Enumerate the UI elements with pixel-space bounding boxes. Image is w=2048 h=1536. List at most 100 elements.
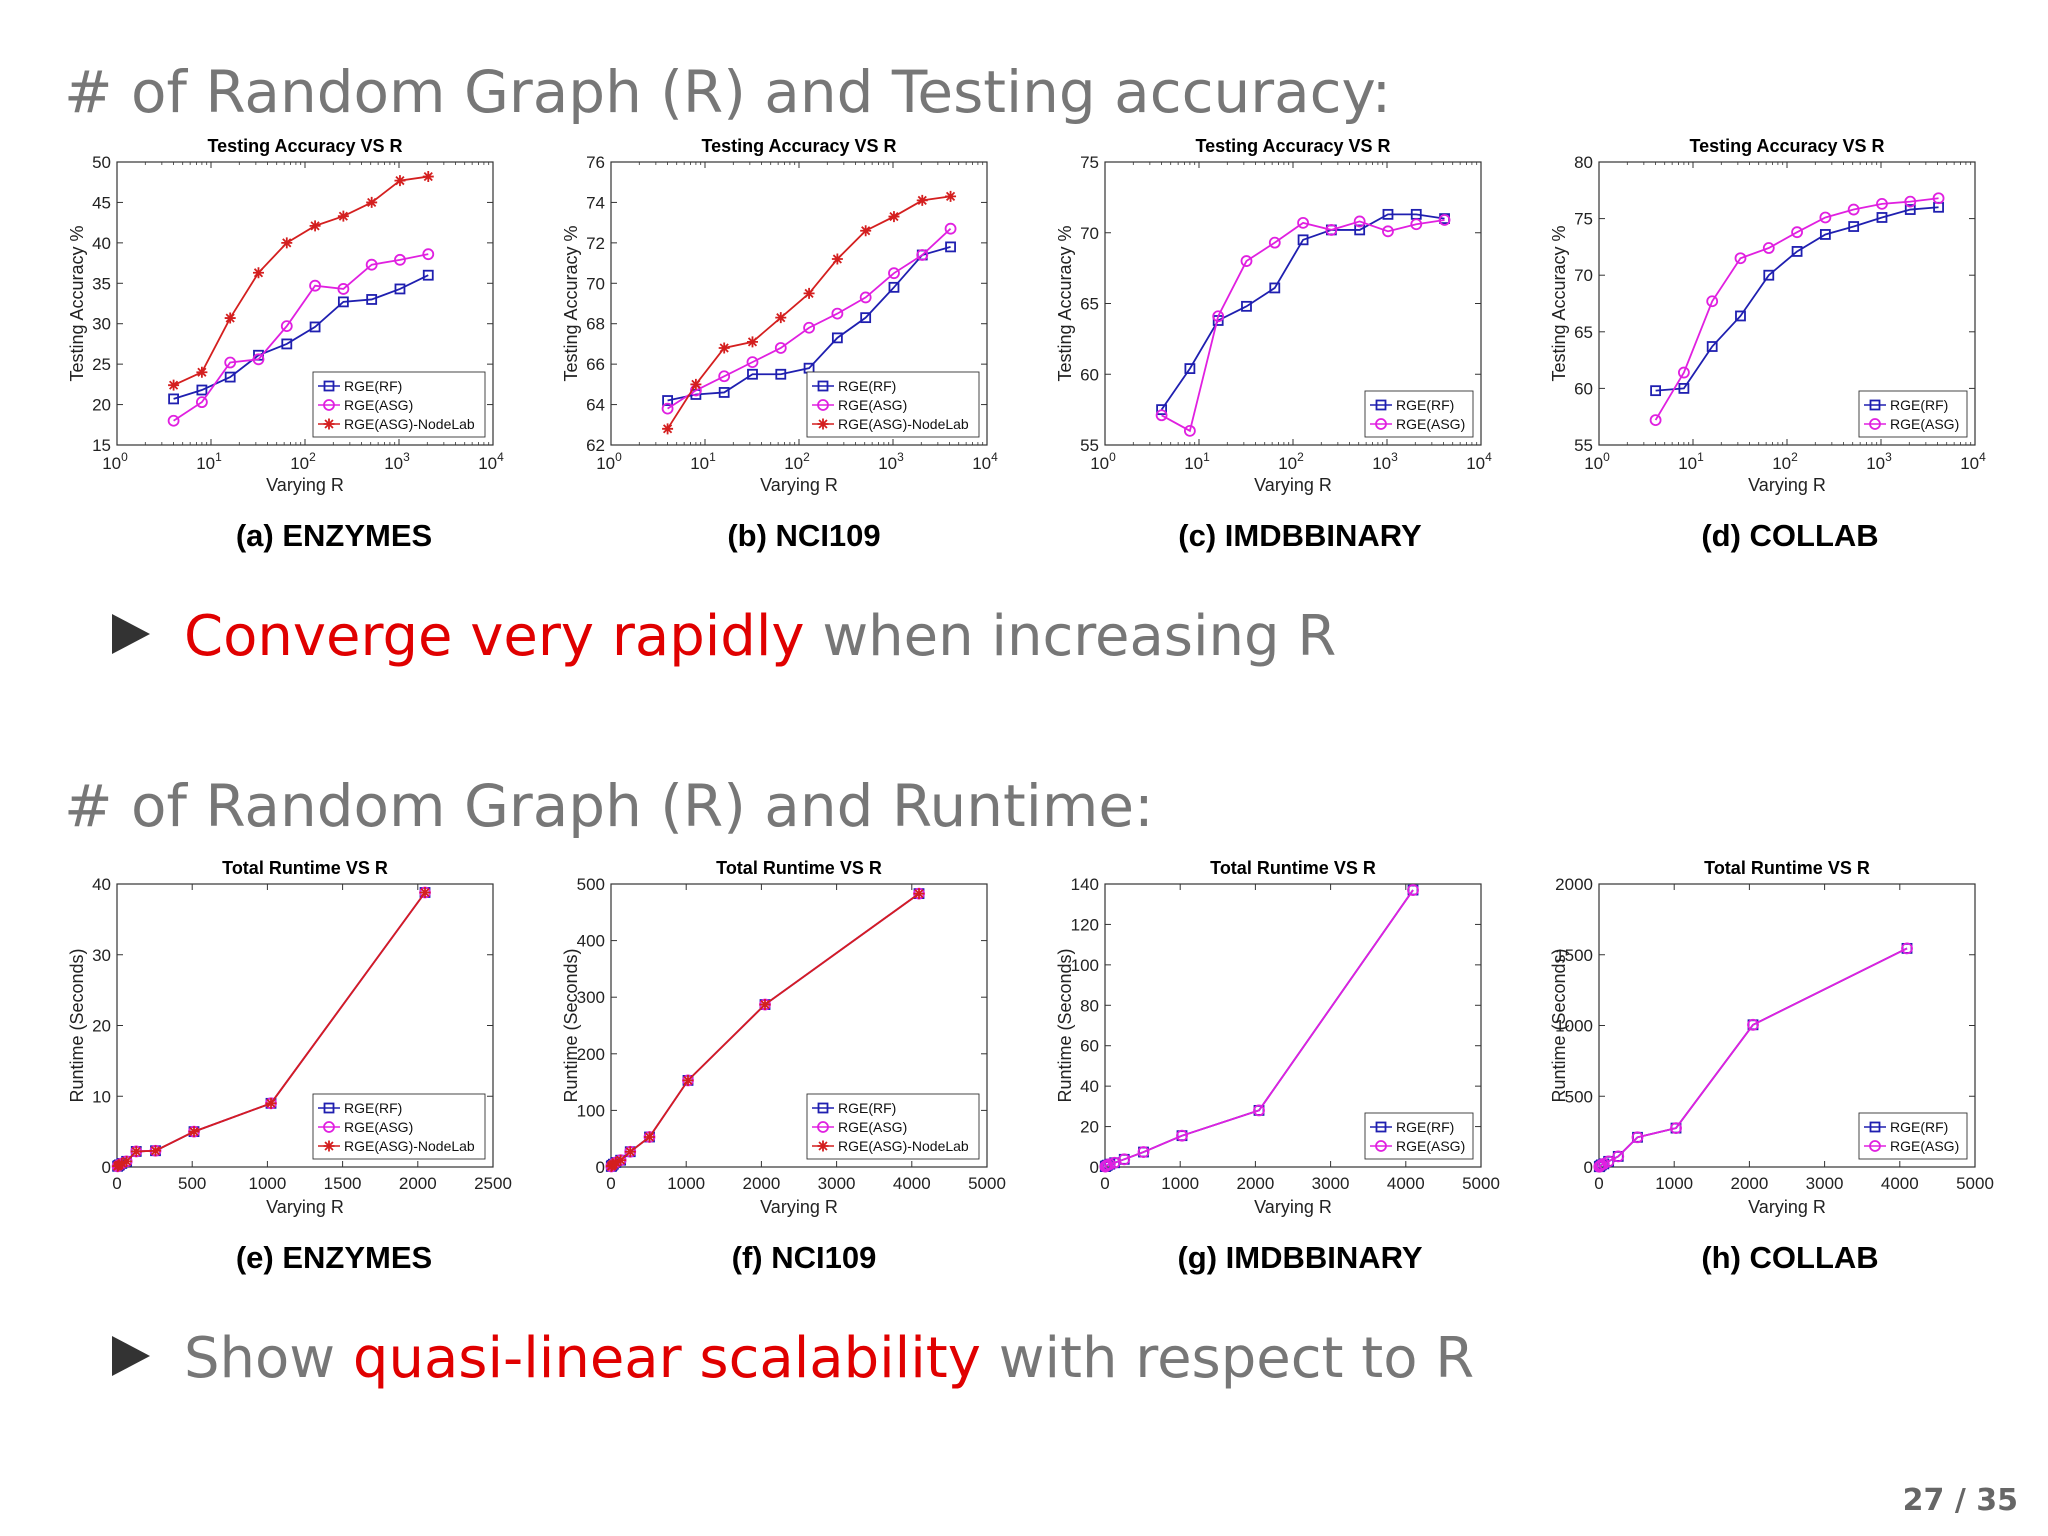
legend-marker (817, 1102, 829, 1114)
data-point (1183, 424, 1196, 437)
data-point (1677, 366, 1690, 379)
data-point (1791, 246, 1803, 257)
data-point (116, 1157, 128, 1169)
caption-c: (c) IMDBBINARY (1178, 518, 1422, 553)
x-tick-label: 104 (1466, 450, 1492, 473)
y-tick-label: 20 (92, 396, 111, 415)
bullet-triangle-icon (112, 613, 150, 654)
y-tick-label: 0 (1584, 1158, 1593, 1177)
data-point (1819, 229, 1831, 240)
data-point (944, 222, 957, 235)
y-tick-label: 60 (1080, 1037, 1099, 1056)
data-point (916, 194, 928, 206)
x-tick-label: 1000 (248, 1174, 286, 1193)
x-tick-label: 2000 (742, 1174, 780, 1193)
y-tick-label: 400 (577, 932, 605, 951)
y-tick-label: 75 (1574, 210, 1593, 229)
data-point (1241, 300, 1252, 312)
x-tick-label: 4000 (1387, 1174, 1425, 1193)
legend-marker (817, 418, 829, 430)
legend-marker (1869, 399, 1881, 411)
caption-g: (g) IMDBBINARY (1177, 1240, 1423, 1275)
data-point (662, 423, 674, 435)
y-tick-label: 15 (92, 436, 111, 455)
legend-label: RGE(ASG) (838, 1119, 907, 1135)
data-point (759, 999, 771, 1011)
x-tick-label: 3000 (1312, 1174, 1350, 1193)
y-tick-label: 80 (1080, 996, 1099, 1015)
caption-b: (b) NCI109 (727, 518, 881, 553)
bullet-scalability: Show quasi-linear scalability with respe… (112, 1326, 1474, 1391)
caption-d: (d) COLLAB (1701, 518, 1879, 553)
data-point (196, 366, 208, 378)
y-tick-label: 1000 (1555, 1017, 1593, 1036)
data-point (1184, 363, 1196, 374)
y-tick-label: 140 (1071, 875, 1099, 894)
bullet-text: Show (184, 1326, 353, 1391)
y-tick-label: 100 (577, 1101, 605, 1120)
series-line (667, 228, 952, 410)
data-point (281, 338, 293, 350)
chart-title: Total Runtime VS R (1704, 858, 1870, 878)
data-point (168, 393, 179, 405)
x-tick-label: 103 (1372, 450, 1398, 473)
y-tick-label: 60 (1574, 379, 1593, 398)
data-point (831, 332, 843, 344)
data-point (747, 368, 758, 380)
data-point (1410, 218, 1423, 231)
data-point (1901, 942, 1913, 955)
x-tick-label: 100 (1584, 450, 1610, 473)
y-tick-label: 64 (586, 396, 605, 415)
legend-marker (1375, 399, 1387, 411)
series-line (173, 175, 429, 386)
x-tick-label: 0 (1594, 1174, 1603, 1193)
data-point (252, 267, 264, 279)
legend-marker (323, 1102, 335, 1114)
x-tick-label: 101 (1678, 450, 1704, 473)
y-tick-label: 30 (92, 315, 111, 334)
data-point (746, 356, 759, 369)
legend-marker (1869, 418, 1881, 430)
x-axis-label: Varying R (760, 1197, 838, 1217)
x-tick-label: 102 (784, 450, 810, 473)
y-tick-label: 120 (1071, 915, 1099, 934)
data-point (945, 190, 957, 202)
data-point (831, 253, 843, 265)
y-tick-label: 75 (1080, 153, 1099, 172)
x-tick-label: 0 (606, 1174, 615, 1193)
data-point (280, 320, 293, 333)
x-tick-label: 101 (196, 450, 222, 473)
x-tick-label: 4000 (893, 1174, 931, 1193)
data-point (888, 267, 900, 280)
y-axis-label: Runtime (Seconds) (1549, 948, 1569, 1102)
legend-marker (1375, 1121, 1387, 1133)
series-line (1160, 213, 1445, 411)
legend-marker (1375, 418, 1387, 430)
data-point (860, 225, 872, 237)
y-tick-label: 500 (1565, 1087, 1593, 1106)
x-tick-label: 103 (878, 450, 904, 473)
data-point (1876, 197, 1888, 210)
data-point (1734, 252, 1747, 265)
legend-marker (1869, 1140, 1881, 1152)
y-tick-label: 35 (92, 274, 111, 293)
y-tick-label: 0 (1090, 1158, 1099, 1177)
x-tick-label: 1000 (667, 1174, 705, 1193)
y-tick-label: 20 (1080, 1118, 1099, 1137)
legend-label: RGE(ASG)-NodeLab (344, 1138, 475, 1154)
data-point (130, 1145, 142, 1157)
data-point (150, 1145, 162, 1157)
x-tick-label: 0 (112, 1174, 121, 1193)
caption-h: (h) COLLAB (1701, 1240, 1879, 1275)
data-point (1763, 269, 1775, 281)
y-tick-label: 68 (586, 315, 605, 334)
chart-b: Testing Accuracy VS R 62 64 66 68 70 72 74 76 100… (558, 128, 1038, 495)
data-point (1137, 1146, 1150, 1158)
data-point (1407, 884, 1419, 896)
y-tick-label: 65 (1080, 295, 1099, 314)
caption-a: (a) ENZYMES (235, 518, 433, 553)
x-axis-label: Varying R (1254, 475, 1332, 495)
data-point (422, 269, 434, 281)
x-axis-label: Varying R (760, 475, 838, 495)
x-tick-label: 100 (596, 450, 622, 473)
